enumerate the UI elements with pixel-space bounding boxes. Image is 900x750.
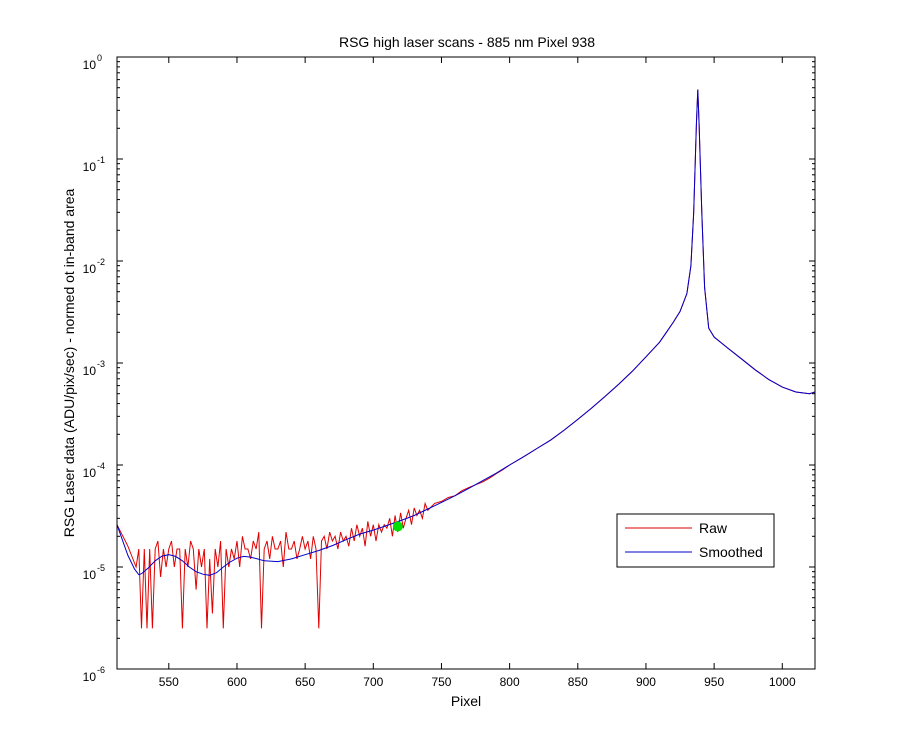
x-tick-label: 550 [159,675,179,689]
y-tick-label-exponent: -2 [97,257,105,267]
y-tick-label-exponent: -1 [97,155,105,165]
y-axis-label: RSG Laser data (ADU/pix/sec) - normed ot… [61,188,77,537]
legend-smoothed-label: Smoothed [699,544,763,560]
y-tick-label-exponent: -4 [97,461,105,471]
highlight-marker [392,521,403,532]
y-tick-label-exponent: 0 [97,53,102,63]
y-tick-label-base: 10 [83,466,97,480]
x-tick-label: 600 [227,675,247,689]
y-tick-label-base: 10 [83,160,97,174]
legend: Raw Smoothed [616,513,775,568]
chart-title: RSG high laser scans - 885 nm Pixel 938 [339,34,595,50]
y-tick-label-base: 10 [83,568,97,582]
x-tick-label: 800 [500,675,520,689]
legend-box [616,513,775,568]
series-layer [117,89,815,629]
y-tick-label-exponent: -5 [97,563,105,573]
x-tick-label: 900 [636,675,656,689]
y-tick-label-base: 10 [83,58,97,72]
y-tick-label-base: 10 [83,262,97,276]
x-tick-label: 950 [704,675,724,689]
x-tick-label: 850 [568,675,588,689]
y-tick-label-base: 10 [83,670,97,684]
series-line-smoothed [117,89,815,576]
marker-layer [392,521,403,532]
legend-raw-label: Raw [699,520,728,536]
x-tick-label: 700 [363,675,383,689]
y-tick-label-exponent: -3 [97,359,105,369]
x-tick-label: 750 [431,675,451,689]
x-tick-label: 1000 [769,675,796,689]
y-tick-label-exponent: -6 [97,665,105,675]
x-axis-label: Pixel [451,693,481,709]
y-tick-label-base: 10 [83,364,97,378]
x-tick-label: 650 [295,675,315,689]
x-axis: 550 600 650 700 750 800 850 900 950 1000 [159,57,796,689]
